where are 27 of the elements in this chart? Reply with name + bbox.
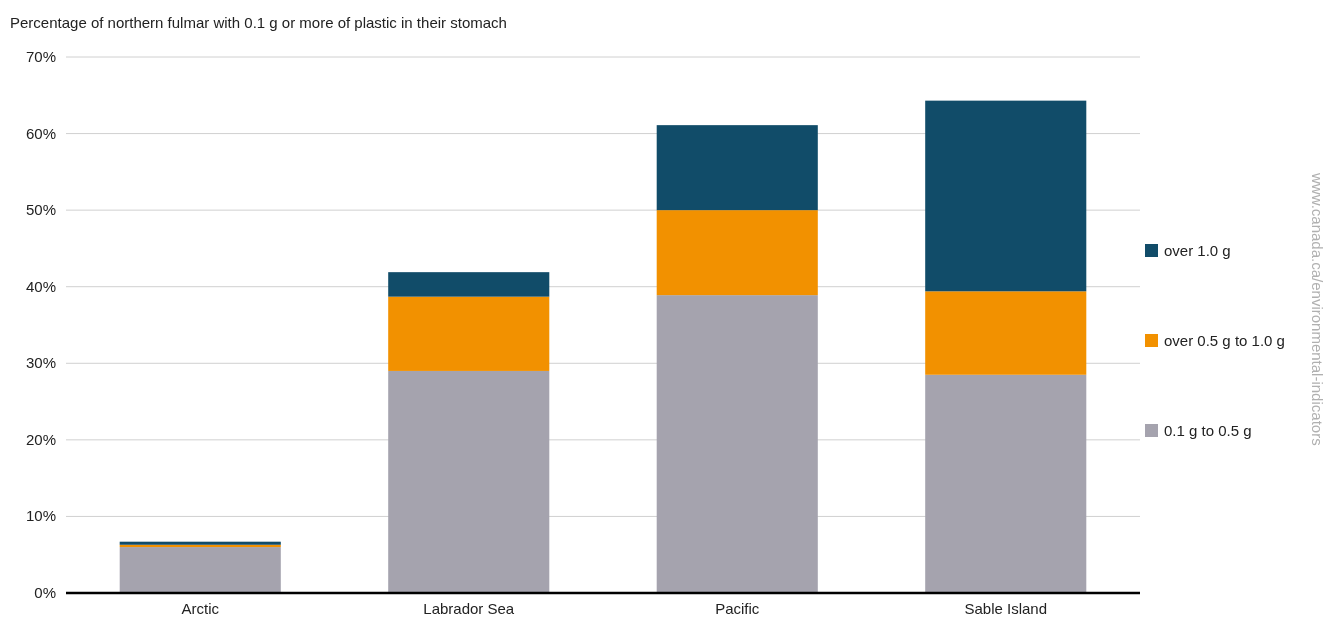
y-tick-label: 60% — [25, 124, 56, 142]
legend-label: over 0.5 g to 1.0 g — [1164, 332, 1285, 349]
y-tick-label: 70% — [25, 48, 56, 65]
bar — [656, 125, 818, 211]
y-tick-label: 10% — [25, 507, 56, 525]
text: www.canada.ca/environmental-indicators — [1309, 172, 1326, 446]
bar — [388, 296, 550, 371]
bar — [388, 272, 550, 297]
bar — [925, 374, 1087, 593]
bar — [119, 547, 281, 593]
legend-label: 0.1 g to 0.5 g — [1164, 422, 1252, 439]
x-tick-label: Sable Island — [964, 600, 1048, 617]
bar — [925, 100, 1087, 292]
y-tick-label: 40% — [25, 277, 56, 295]
chart-title: Percentage of northern fulmar with 0.1 g or more of plastic in their stomach — [10, 14, 507, 31]
x-tick-label: Labrador Sea — [423, 600, 515, 617]
y-tick-label: 50% — [25, 201, 56, 219]
legend-label: over 1.0 g — [1164, 242, 1231, 259]
bar — [656, 295, 818, 593]
y-tick-label: 30% — [25, 354, 56, 372]
x-tick-label: Pacific — [715, 600, 760, 617]
x-tick-label: Arctic — [181, 600, 220, 617]
bar — [925, 291, 1087, 375]
y-tick-label: 20% — [25, 430, 56, 448]
bar — [388, 370, 550, 593]
y-tick-label: 0% — [34, 584, 56, 601]
bar — [656, 210, 818, 296]
